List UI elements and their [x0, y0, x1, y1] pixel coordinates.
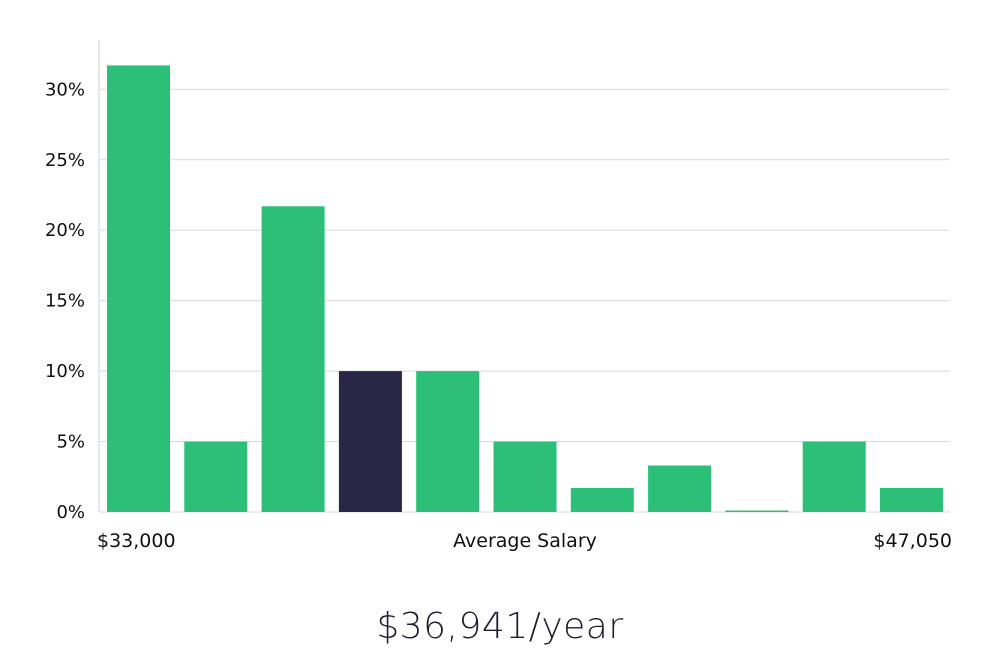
bar	[493, 441, 557, 512]
bar	[648, 465, 712, 512]
x-label-min: $33,000	[97, 530, 176, 552]
bar	[184, 441, 248, 512]
y-tick-label: 20%	[45, 220, 85, 241]
bar-highlighted	[338, 371, 402, 512]
bar	[802, 441, 866, 512]
bar	[261, 206, 325, 513]
y-tick-label: 0%	[56, 502, 85, 523]
salary-distribution-chart: 0% 5% 10% 15% 20% 25% 30% $33,000 Average Sala…	[45, 40, 952, 552]
y-tick-label: 25%	[45, 150, 85, 171]
x-axis-label: Average Salary	[453, 530, 597, 552]
average-salary-headline: $36,941/year	[376, 606, 624, 647]
bars	[107, 65, 943, 513]
gridlines	[100, 88, 950, 513]
y-axis-tick-labels: 0% 5% 10% 15% 20% 25% 30%	[45, 79, 85, 523]
y-tick-label: 5%	[56, 432, 85, 453]
y-tick-label: 15%	[45, 291, 85, 312]
x-label-max: $47,050	[873, 530, 952, 552]
y-tick-label: 30%	[45, 79, 85, 100]
y-tick-label: 10%	[45, 361, 85, 382]
bar	[880, 488, 943, 512]
bar	[570, 488, 634, 512]
bar	[725, 510, 789, 512]
bar	[416, 371, 480, 512]
bar	[107, 65, 170, 513]
